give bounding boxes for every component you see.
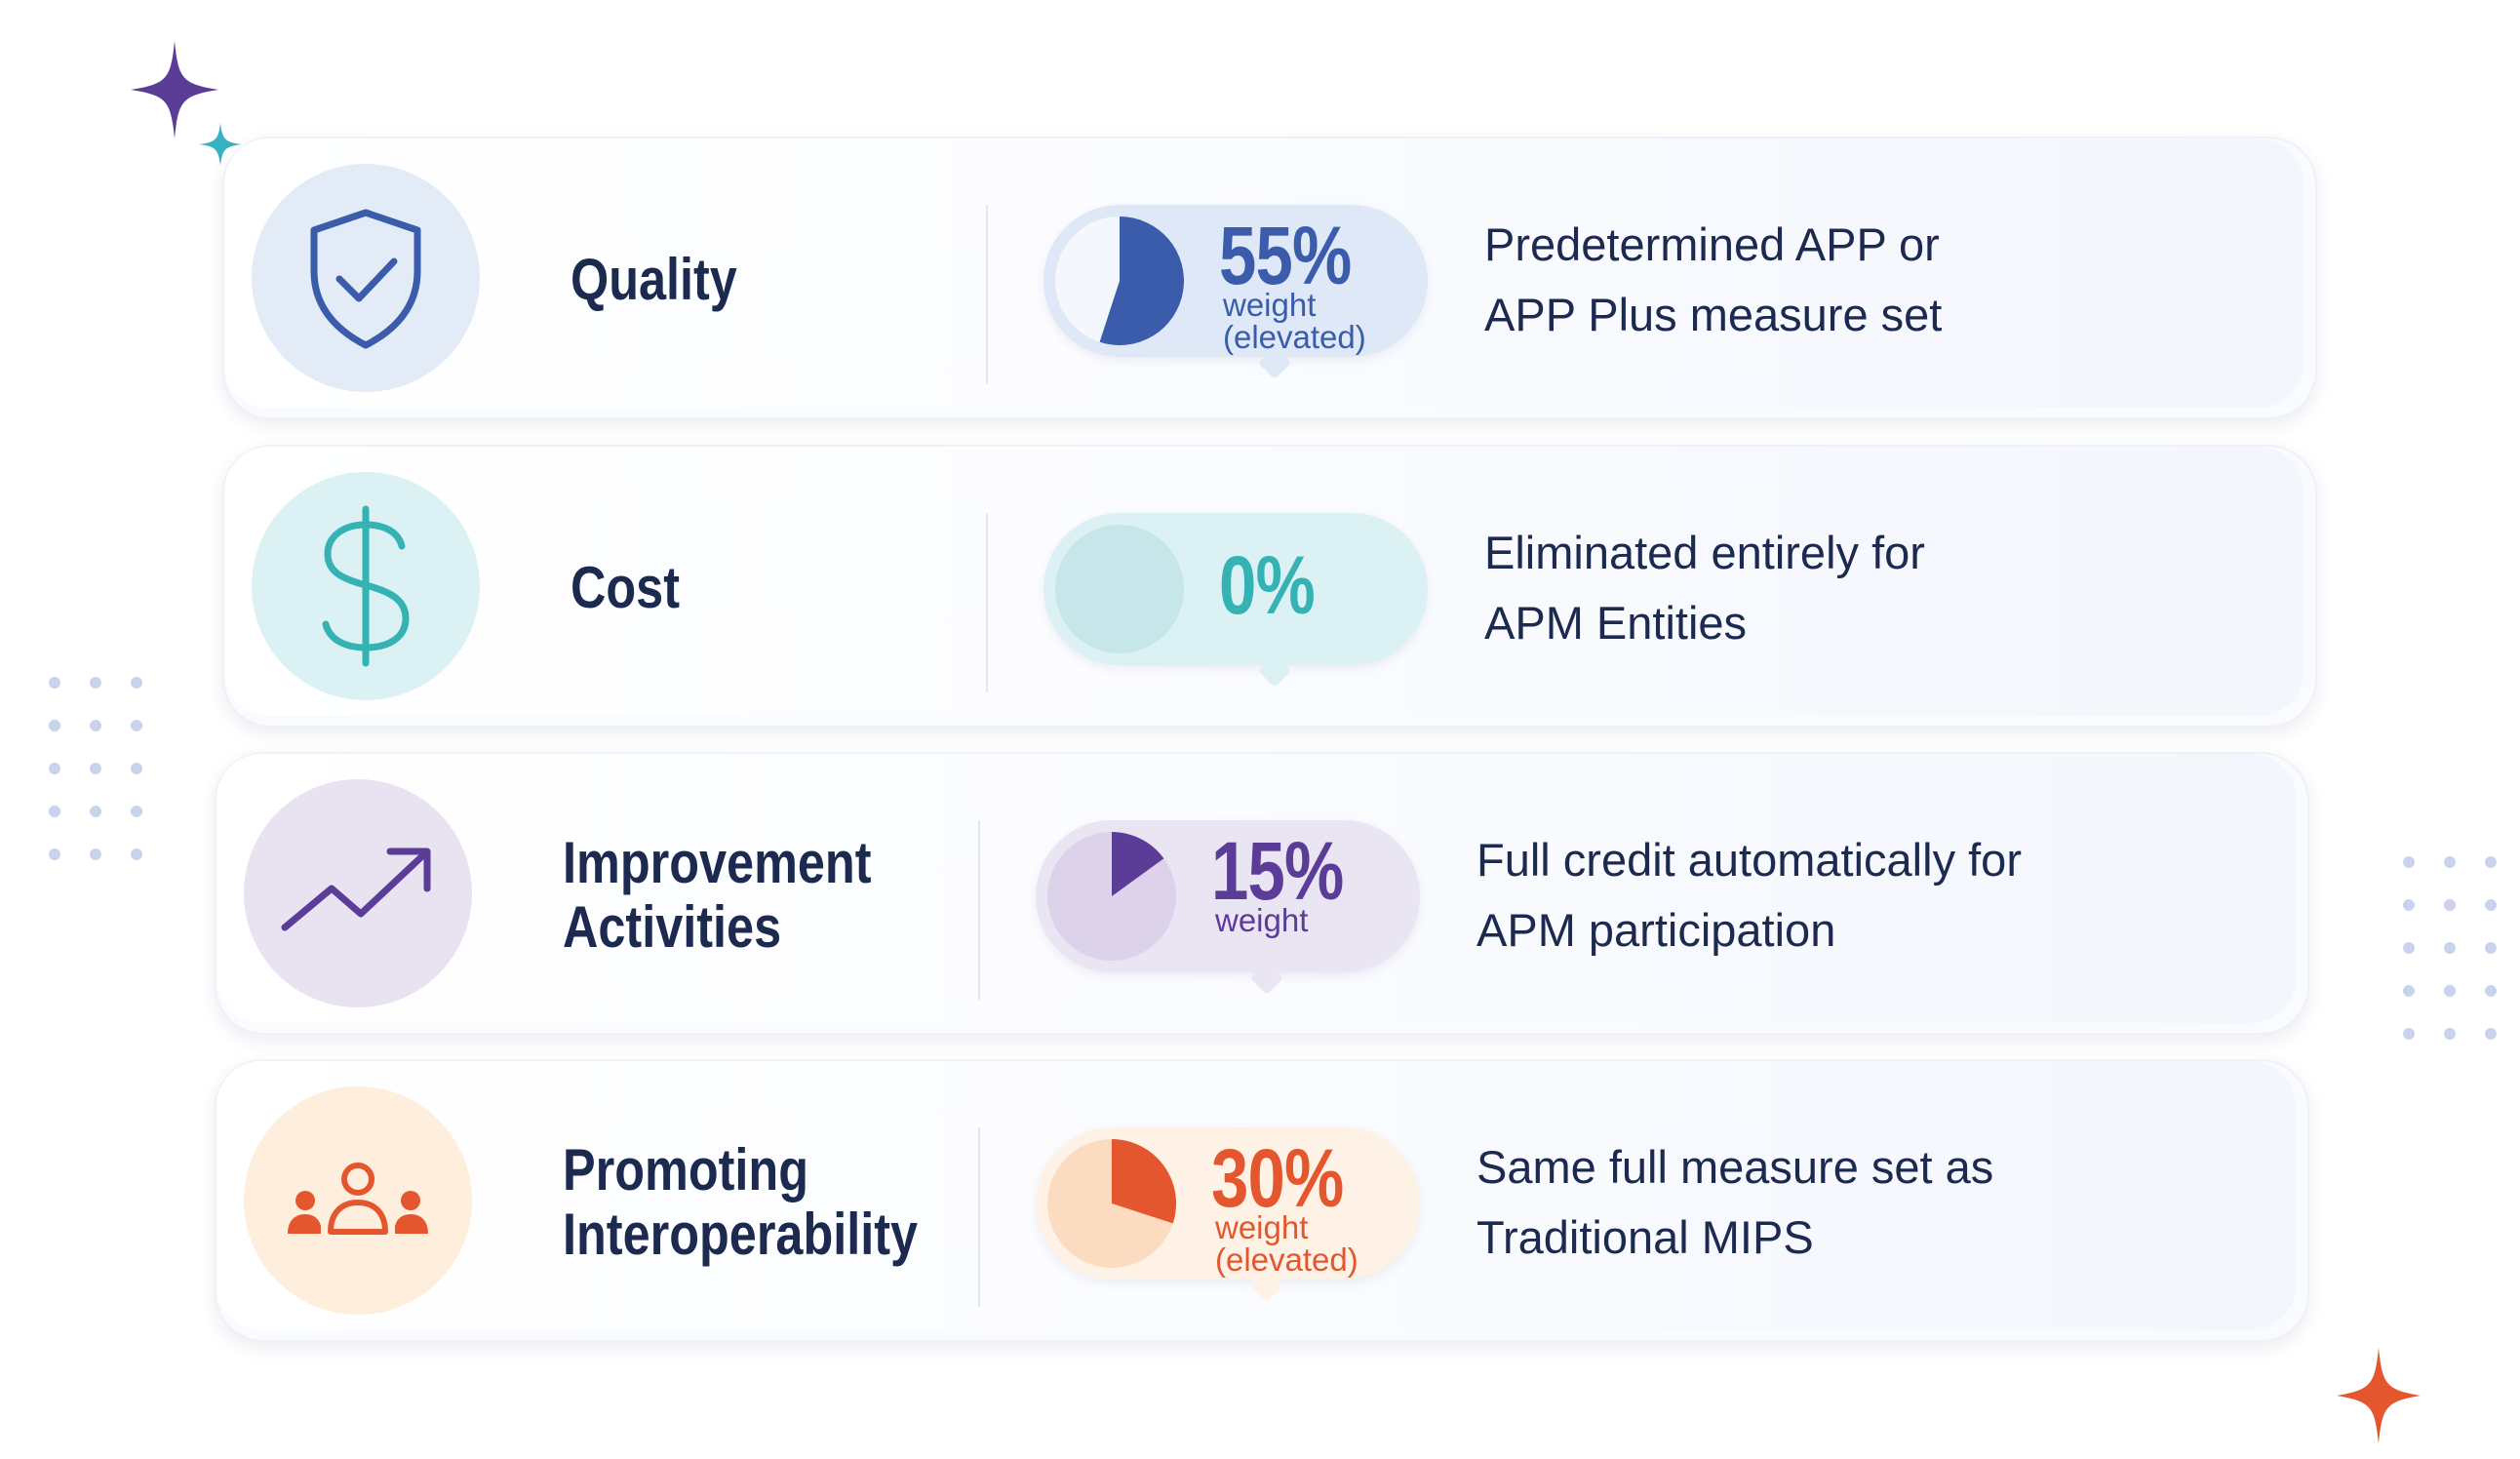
icon-circle-promoting [244,1086,472,1315]
row-label: Cost [571,555,681,620]
row-description: Same full measure set as Traditional MIP… [1477,1141,1994,1263]
row-description: Predetermined APP or APP Plus measure se… [1484,218,1943,340]
weight-pie [1047,832,1176,961]
sparkle-purple-icon [131,41,218,138]
weight-pie [1055,217,1184,345]
weight-pie [1055,525,1184,653]
card-cost: Cost 0% Eliminated entirely for APM Enti… [222,445,2317,728]
sparkle-orange-icon [2337,1348,2421,1443]
card-promoting-interoperability: Promoting Interoperability 30% weight (e… [215,1059,2309,1342]
dot-grid-right [2403,856,2497,1040]
icon-circle-quality [252,164,480,392]
row-description: Eliminated entirely for APM Entities [1484,527,1925,649]
row-label: Improvement Activities [563,830,872,960]
card-improvement-activities: Improvement Activities 15% weight Full c… [215,752,2309,1035]
weight-percent: 15% [1211,825,1344,917]
weight-pill: 15% weight [1036,820,1420,995]
divider [978,1127,980,1307]
weight-percent: 0% [1219,539,1316,631]
row-description: Full credit automatically for APM partic… [1477,834,2022,956]
weight-pill: 0% [1043,513,1428,688]
weight-note: weight (elevated) [1223,287,1366,355]
weight-note: weight (elevated) [1215,1209,1358,1278]
divider [986,513,988,692]
icon-circle-cost [252,472,480,700]
sparkle-teal-icon [199,123,242,166]
row-label: Promoting Interoperability [563,1137,919,1267]
divider [978,820,980,1000]
shield-check-icon [310,209,421,349]
divider [986,205,988,384]
weight-note: weight [1215,902,1309,938]
icon-circle-improvement [244,779,472,1007]
row-label: Quality [571,247,737,312]
weight-pill: 55% weight (elevated) [1043,205,1428,379]
weight-percent: 30% [1211,1132,1344,1224]
weight-pie [1047,1139,1177,1268]
weight-percent: 55% [1219,210,1352,301]
dollar-sign-icon [322,505,410,667]
dot-grid-left [49,677,142,860]
card-quality: Quality 55% weight (elevated) Predetermi… [222,137,2317,419]
weight-pill: 30% weight (elevated) [1036,1127,1420,1302]
trending-up-icon [281,848,431,931]
people-group-icon [288,1163,428,1235]
